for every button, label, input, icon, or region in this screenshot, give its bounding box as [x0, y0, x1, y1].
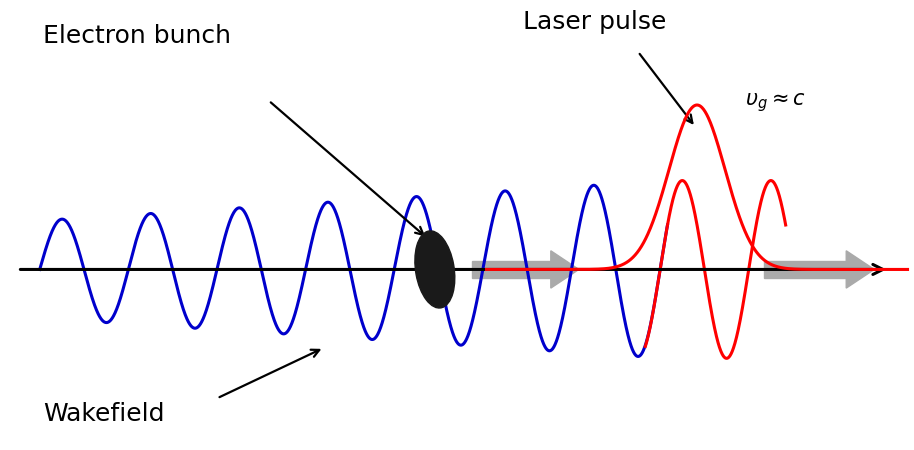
Ellipse shape — [415, 231, 455, 308]
Text: Wakefield: Wakefield — [43, 401, 165, 426]
Polygon shape — [763, 261, 846, 279]
Text: $\upsilon_g \approx c$: $\upsilon_g \approx c$ — [745, 91, 806, 113]
Text: Electron bunch: Electron bunch — [43, 24, 231, 48]
Polygon shape — [551, 251, 579, 288]
Polygon shape — [846, 251, 875, 288]
Text: Laser pulse: Laser pulse — [524, 10, 667, 35]
Polygon shape — [472, 261, 551, 279]
